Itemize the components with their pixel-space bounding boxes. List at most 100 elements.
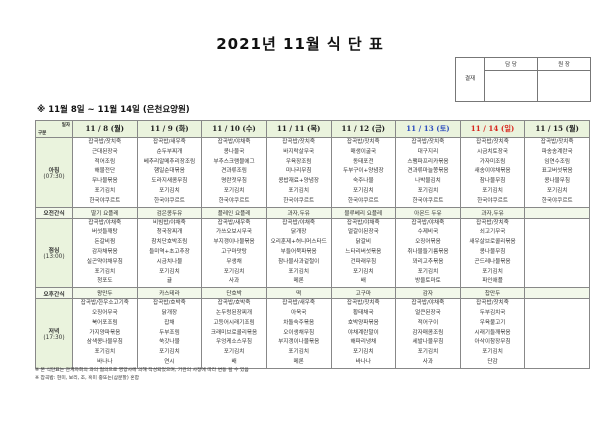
menu-item: 포기김치 bbox=[94, 268, 116, 275]
menu-item: 나박물김치 bbox=[415, 178, 441, 185]
menu-item: 청포도 bbox=[97, 278, 113, 285]
menu-item: 단감 bbox=[487, 358, 498, 365]
approval-col-director: 원 장 bbox=[537, 57, 591, 71]
menu-item: 황태채국 bbox=[353, 309, 374, 316]
day-header: 11 / 13 (토) bbox=[395, 120, 461, 138]
menu-item: 잡곡밥/한우소고기죽 bbox=[80, 300, 129, 307]
menu-item: 동태포전 bbox=[353, 158, 374, 165]
menu-item: 가자미조림 bbox=[479, 158, 506, 165]
menu-item: 포기김치 bbox=[353, 349, 374, 356]
menu-item: 한국야쿠르트 bbox=[347, 197, 379, 204]
approval-sign-director bbox=[537, 70, 591, 102]
menu-item: 귤 bbox=[166, 278, 173, 285]
menu-item: 한국야쿠르트 bbox=[153, 197, 185, 204]
menu-item: 오리훈제+허니머스타드 bbox=[270, 239, 327, 246]
menu-item: 한국야쿠르트 bbox=[541, 197, 573, 204]
snack-row: 오후간식 왕만두 카스테라 단호박 떡 고구마 감자 찹만두 bbox=[35, 287, 590, 300]
meal-cell: 잡곡밥/잣치죽 쇠고기무국 새우살브로콜리볶음 콩나물무침 곤드레나물볶음 포기김치 파인애… bbox=[459, 217, 526, 289]
snack-cell: 카스테라 bbox=[136, 287, 203, 300]
menu-item bbox=[525, 268, 589, 278]
note-2: ※ 잡곡밥: 현미, 보리, 조, 흑미 중또는(삼분할) 혼합 bbox=[35, 376, 140, 381]
menu-item: 미나리무침 bbox=[285, 168, 312, 175]
menu-item: 포기김치 bbox=[159, 187, 180, 194]
menu-item: 잡곡밥/잣치죽 bbox=[282, 139, 316, 145]
menu-table: 일자 구분 11 / 8 (월) 11 / 9 (화) 11 / 10 (수) 11 /… bbox=[35, 120, 590, 369]
snack-cell bbox=[524, 287, 590, 300]
menu-item: 얼큰된장국 bbox=[415, 309, 441, 316]
day-header: 11 / 15 (월) bbox=[524, 120, 590, 138]
menu-item: 배 bbox=[231, 358, 237, 365]
menu-item: 포기김치 bbox=[288, 187, 309, 194]
menu-item: 잡곡밥/야채죽 bbox=[282, 219, 316, 226]
menu-item: 사과 bbox=[228, 278, 240, 285]
menu-item bbox=[525, 309, 589, 319]
menu-item: 잡곡밥/잣치죽 bbox=[346, 139, 380, 145]
day-header: 11 / 11 (목) bbox=[265, 120, 332, 138]
menu-item: 시래기들깨볶음 bbox=[474, 329, 511, 336]
menu-item: 참치단호박조림 bbox=[151, 239, 188, 246]
day-header: 11 / 8 (월) bbox=[72, 120, 138, 138]
menu-item: 한국야쿠르트 bbox=[218, 197, 250, 204]
menu-item: 바나나 bbox=[97, 358, 113, 365]
menu-item: 메론 bbox=[293, 358, 304, 365]
menu-item: 버섯들깨탕 bbox=[91, 229, 118, 236]
menu-item: 두부구이+양념장 bbox=[342, 168, 384, 175]
snack-cell: 블루베리 요플레 bbox=[330, 206, 397, 219]
menu-item: 스팸파프리카볶음 bbox=[407, 158, 449, 165]
menu-item: 가쓰오보시무국 bbox=[216, 229, 253, 236]
menu-item: 해물전단 bbox=[94, 168, 116, 175]
approval-box: 결재 담 당 원 장 bbox=[455, 57, 591, 102]
menu-item bbox=[525, 319, 589, 329]
meal-cell: 잡곡밥/잣치죽 두부김치국 우육불고기 시래기들깨볶음 아삭이참장무침 포기김치 단감 bbox=[459, 298, 526, 369]
menu-item: 북어포조림 bbox=[91, 319, 118, 326]
snack-row: 오전간식 딸기 요플레 검은콩두유 플레인 요플레 과자,두유 블루베리 요플레 아몬드 두… bbox=[35, 206, 590, 219]
menu-item: 건파래무침 bbox=[350, 258, 377, 265]
menu-item: 우육불고기 bbox=[479, 319, 506, 326]
menu-item: 잡채 bbox=[164, 319, 175, 326]
approval-label: 결재 bbox=[455, 57, 485, 102]
menu-item: 잡곡밥/야채죽 bbox=[411, 300, 445, 307]
menu-item: 콩나물무침 bbox=[479, 248, 506, 255]
row-time: (13:00) bbox=[43, 254, 65, 261]
menu-item: 적어구이 bbox=[417, 319, 439, 326]
menu-item: 오징어무국 bbox=[91, 309, 118, 316]
menu-item: 바지락살무국 bbox=[283, 148, 315, 155]
menu-item: 잡곡밥/호박죽 bbox=[217, 300, 251, 307]
menu-item: 쑥갓나물 bbox=[159, 339, 180, 346]
menu-item: 들미역+초고추장 bbox=[149, 248, 190, 255]
menu-item: 적어조림 bbox=[94, 158, 116, 165]
menu-item: 두부김치국 bbox=[479, 309, 506, 316]
menu-item: 근대된장국 bbox=[91, 148, 118, 155]
menu-item: 무나물볶음 bbox=[91, 178, 118, 185]
menu-item: 포기김치 bbox=[288, 268, 309, 275]
menu-item: 포기김치 bbox=[94, 349, 116, 356]
snack-cell: 검은콩두유 bbox=[136, 206, 203, 219]
menu-item: 콩밥재료+양념장 bbox=[278, 178, 320, 185]
menu-item: 돈갈비찜 bbox=[94, 239, 116, 246]
menu-item bbox=[525, 358, 589, 368]
menu-item: 한국야쿠르트 bbox=[89, 197, 121, 204]
page-title: 2021년 11월 식 단 표 bbox=[216, 35, 384, 53]
menu-item: 얼갈이된장국 bbox=[347, 229, 379, 236]
corner-cell: 일자 구분 bbox=[35, 120, 73, 138]
meal-cell: 잡곡밥/잣치죽 황태채국 호박양파볶음 야채계란말이 해파리냉채 포기김치 바나나 bbox=[330, 298, 397, 369]
meal-cell: 잡곡밥/호박죽 닭개장 잡채 두부조림 쑥갓나물 포기김치 연시 bbox=[136, 298, 203, 369]
row-label-text: 점심 bbox=[48, 248, 60, 255]
row-label: 오후간식 bbox=[35, 287, 73, 300]
menu-item: 포기김치 bbox=[417, 268, 439, 275]
menu-item: 잡곡밥/야채죽 bbox=[88, 219, 122, 226]
menu-item: 차돌숙주볶음 bbox=[283, 319, 315, 326]
day-header: 11 / 14 (일) bbox=[459, 120, 526, 138]
menu-item bbox=[525, 258, 589, 268]
menu-item: 배 bbox=[360, 278, 366, 285]
row-label: 오전간식 bbox=[35, 206, 73, 219]
menu-item: 새우살브로콜리볶음 bbox=[469, 239, 516, 246]
snack-cell: 고구마 bbox=[330, 287, 397, 300]
menu-item: 포기김치 bbox=[159, 349, 180, 356]
meal-cell: 잡곡밥/호박죽 논두렁된장찌개 고등어시래기조림 크래미브로콜리볶음 우엉케소스무침 포기… bbox=[201, 298, 267, 369]
menu-item: 가지양파볶음 bbox=[89, 329, 121, 336]
meal-row: 저녁 (17:30) 잡곡밥/한우소고기죽 오징어무국 북어포조림 가지양파볶음 삼색콩나물… bbox=[35, 298, 590, 369]
menu-item: 연시 bbox=[164, 358, 175, 365]
meal-cell: 잡곡밥/잣치죽 시금치토장국 가자미조림 새송이야채볶음 참나물무침 포기김치 한국야쿠르트 bbox=[459, 137, 526, 208]
menu-item: 우엉케소스무침 bbox=[216, 339, 253, 346]
